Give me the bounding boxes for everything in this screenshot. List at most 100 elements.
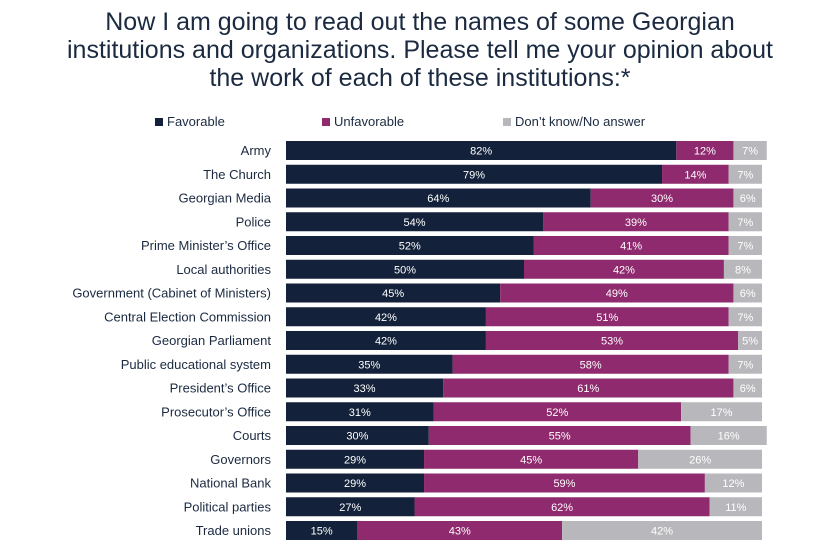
bar-segment-dont-know (723, 259, 762, 279)
value-label: 27% (339, 502, 361, 514)
bar-segment-favorable (286, 426, 429, 445)
bar-segment-dont-know (738, 331, 762, 350)
value-label: 29% (344, 454, 366, 466)
value-label: 53% (601, 336, 623, 348)
value-label: 50% (394, 264, 416, 276)
category-label: Trade unions (196, 523, 272, 538)
category-label: Governors (210, 452, 271, 467)
value-label: 8% (735, 264, 751, 276)
value-label: 42% (613, 264, 635, 276)
value-label: 7% (737, 359, 753, 371)
value-label: 45% (382, 288, 404, 300)
legend-swatch-favorable (155, 117, 163, 126)
bar-segment-favorable (286, 331, 486, 350)
value-label: 51% (596, 312, 618, 324)
value-label: 82% (470, 146, 492, 158)
category-label: Prime Minister’s Office (141, 238, 271, 253)
legend-item-unfavorable: Unfavorable (322, 114, 404, 129)
value-label: 42% (375, 312, 397, 324)
bar-segment-dont-know (733, 283, 762, 303)
category-label: The Church (203, 167, 271, 182)
category-label: Public educational system (121, 357, 271, 372)
bar-segment-favorable (286, 307, 486, 327)
category-label: Courts (233, 428, 272, 443)
value-label: 16% (718, 431, 740, 443)
value-label: 17% (711, 407, 733, 419)
legend-label-unfavorable: Unfavorable (334, 114, 405, 129)
value-label: 62% (551, 502, 573, 514)
value-label: 6% (740, 193, 756, 205)
bar-segment-unfavorable (500, 283, 734, 303)
bar-segment-unfavorable (590, 188, 734, 208)
legend-label-dont-know: Don’t know/No answer (515, 114, 646, 129)
bar-segment-dont-know (562, 521, 762, 540)
value-label: 30% (346, 431, 368, 443)
bar-segment-unfavorable (424, 449, 639, 469)
chart-title: Now I am going to read out the names of … (20, 8, 820, 92)
category-label: President’s Office (170, 381, 271, 396)
value-label: 43% (449, 526, 471, 538)
value-label: 52% (546, 407, 568, 419)
legend-item-favorable: Favorable (155, 114, 225, 129)
bar-segment-dont-know (733, 378, 762, 398)
bar-segment-favorable (286, 449, 425, 469)
bar-segment-favorable (286, 212, 544, 232)
value-label: 61% (577, 383, 599, 395)
bar-segment-favorable (286, 402, 434, 422)
value-label: 35% (358, 359, 380, 371)
value-label: 49% (606, 288, 628, 300)
bar-segment-favorable (286, 188, 591, 208)
bar-segment-dont-know (733, 141, 767, 160)
value-label: 7% (737, 241, 753, 253)
bar-segment-favorable (286, 283, 501, 303)
value-label: 12% (694, 146, 716, 158)
bar-segment-favorable (286, 378, 444, 398)
bar-segment-unfavorable (533, 236, 729, 255)
bar-segment-unfavorable (524, 259, 724, 279)
legend-label-favorable: Favorable (167, 114, 225, 129)
value-label: 7% (742, 146, 758, 158)
bar-segment-unfavorable (433, 402, 682, 422)
value-label: 79% (463, 169, 485, 181)
bar-segment-unfavorable (676, 141, 734, 160)
bar-segment-unfavorable (452, 354, 729, 374)
bar-segment-unfavorable (543, 212, 729, 232)
value-label: 31% (349, 407, 371, 419)
legend-swatch-dont-know (503, 117, 511, 126)
legend-item-dont-know: Don’t know/No answer (503, 114, 645, 129)
value-label: 26% (689, 454, 711, 466)
bar-segment-dont-know (733, 188, 762, 208)
bar-segment-favorable (286, 141, 677, 160)
bar-segment-unfavorable (443, 378, 734, 398)
chart-title-line-3: the work of each of these institutions:* (209, 64, 631, 92)
value-label: 55% (549, 431, 571, 443)
legend-swatch-unfavorable (322, 117, 330, 126)
value-label: 6% (740, 383, 756, 395)
bar-segment-dont-know (709, 497, 762, 517)
category-label: Police (236, 214, 271, 229)
bar-segment-unfavorable (485, 331, 739, 350)
bar-segment-dont-know (728, 164, 762, 184)
category-label: Political parties (184, 499, 272, 514)
chart-title-line-2: institutions and organizations. Please t… (67, 36, 773, 64)
bar-segment-dont-know (690, 426, 767, 445)
value-label: 52% (399, 241, 421, 253)
chart-legend: Favorable Unfavorable Don’t know/No answ… (0, 114, 840, 134)
bar-segment-dont-know (704, 473, 762, 493)
chart-title-line-1: Now I am going to read out the names of … (105, 8, 735, 36)
bar-segment-favorable (286, 473, 425, 493)
value-label: 58% (580, 359, 602, 371)
bar-segment-favorable (286, 497, 415, 517)
value-label: 33% (354, 383, 376, 395)
value-label: 7% (737, 312, 753, 324)
value-label: 7% (737, 169, 753, 181)
value-label: 64% (427, 193, 449, 205)
category-label: Prosecutor’s Office (161, 404, 271, 419)
bar-segment-unfavorable (414, 497, 710, 517)
value-label: 39% (625, 217, 647, 229)
value-label: 12% (722, 478, 744, 490)
bar-segment-unfavorable (485, 307, 729, 327)
value-label: 42% (651, 526, 673, 538)
bar-segment-favorable (286, 521, 358, 540)
